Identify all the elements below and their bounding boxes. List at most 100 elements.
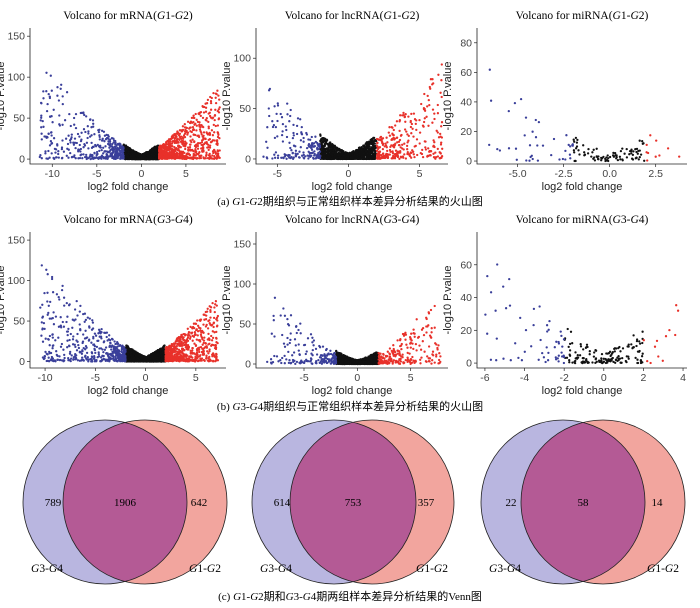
point-up: [379, 135, 383, 139]
point-up: [423, 140, 426, 143]
point-up: [159, 149, 162, 152]
point-up: [398, 129, 401, 133]
point-down: [311, 142, 314, 145]
point-up: [428, 150, 431, 153]
point-down: [65, 91, 69, 94]
point-up: [194, 112, 197, 116]
point-up: [202, 131, 206, 134]
point-up: [428, 85, 431, 89]
point-up: [401, 143, 404, 146]
point-up: [427, 124, 430, 127]
point-nonsig: [339, 152, 342, 155]
point-up: [207, 146, 210, 149]
point-up: [432, 155, 436, 159]
x-tick-label: 5: [183, 168, 189, 180]
point-up: [381, 152, 385, 155]
point-down: [73, 123, 76, 126]
point-down: [115, 153, 118, 156]
point-down: [77, 148, 81, 152]
point-nonsig: [612, 155, 616, 158]
point-down: [83, 142, 86, 146]
point-up: [178, 138, 181, 142]
point-down: [564, 158, 567, 161]
y-tick-label: 20: [460, 126, 472, 138]
point-down: [289, 114, 292, 118]
point-down: [57, 150, 60, 153]
point-up: [403, 153, 406, 156]
point-up: [186, 133, 189, 136]
point-up: [178, 132, 182, 135]
point-up: [409, 151, 412, 154]
point-up: [216, 143, 219, 147]
point-down: [295, 132, 299, 136]
point-down: [49, 74, 52, 77]
point-up: [195, 129, 198, 132]
point-down: [317, 144, 320, 148]
point-down: [292, 134, 295, 137]
point-up: [183, 123, 186, 126]
point-up: [385, 136, 388, 139]
point-up: [199, 114, 202, 118]
point-down: [534, 136, 538, 139]
point-up: [208, 154, 211, 158]
point-up: [211, 116, 215, 119]
point-up: [189, 135, 192, 138]
point-down: [299, 118, 302, 121]
point-down: [69, 151, 72, 155]
point-up: [207, 148, 210, 152]
point-nonsig: [367, 149, 371, 152]
point-up: [413, 155, 416, 159]
point-up: [175, 139, 178, 142]
point-up: [192, 155, 195, 158]
y-tick-label: 100: [7, 72, 25, 84]
point-down: [80, 131, 83, 134]
point-down: [271, 120, 274, 123]
point-up: [386, 155, 389, 159]
point-up: [212, 91, 215, 95]
point-up: [390, 125, 393, 129]
point-up: [421, 124, 425, 127]
point-up: [167, 149, 171, 152]
point-down: [40, 138, 43, 141]
point-up: [198, 125, 201, 128]
point-up: [217, 94, 220, 97]
volcano-panel-1: Volcano for mRNA(G1-G2)-10 -5 0 5050100150l…: [0, 10, 226, 193]
point-nonsig: [363, 147, 366, 150]
point-nonsig: [572, 149, 576, 152]
y-tick-label: 100: [233, 53, 251, 65]
point-nonsig: [340, 149, 343, 152]
point-down: [63, 119, 67, 122]
point-down: [104, 145, 107, 148]
point-down: [302, 157, 306, 160]
point-down: [85, 155, 88, 159]
point-nonsig: [360, 155, 363, 158]
point-up: [210, 96, 213, 100]
point-down: [111, 149, 115, 152]
point-down: [550, 153, 553, 157]
point-down: [88, 118, 92, 121]
point-up: [410, 132, 413, 135]
point-up: [169, 145, 172, 148]
point-down: [571, 144, 574, 147]
point-up: [393, 137, 397, 140]
point-up: [218, 149, 221, 152]
point-down: [61, 102, 64, 106]
point-up: [414, 144, 417, 148]
point-down: [39, 101, 43, 105]
data-points: [488, 68, 681, 163]
point-down: [287, 153, 290, 157]
point-down: [514, 147, 518, 150]
point-up: [191, 157, 194, 160]
point-down: [569, 145, 572, 148]
point-up: [654, 155, 657, 158]
point-down: [42, 97, 45, 100]
point-nonsig: [364, 154, 367, 157]
point-nonsig: [641, 140, 644, 143]
point-down: [307, 138, 310, 141]
point-down: [121, 150, 124, 153]
point-up: [395, 120, 399, 123]
point-down: [72, 143, 76, 146]
point-up: [166, 139, 169, 143]
point-down: [90, 141, 93, 145]
point-down: [48, 115, 52, 118]
